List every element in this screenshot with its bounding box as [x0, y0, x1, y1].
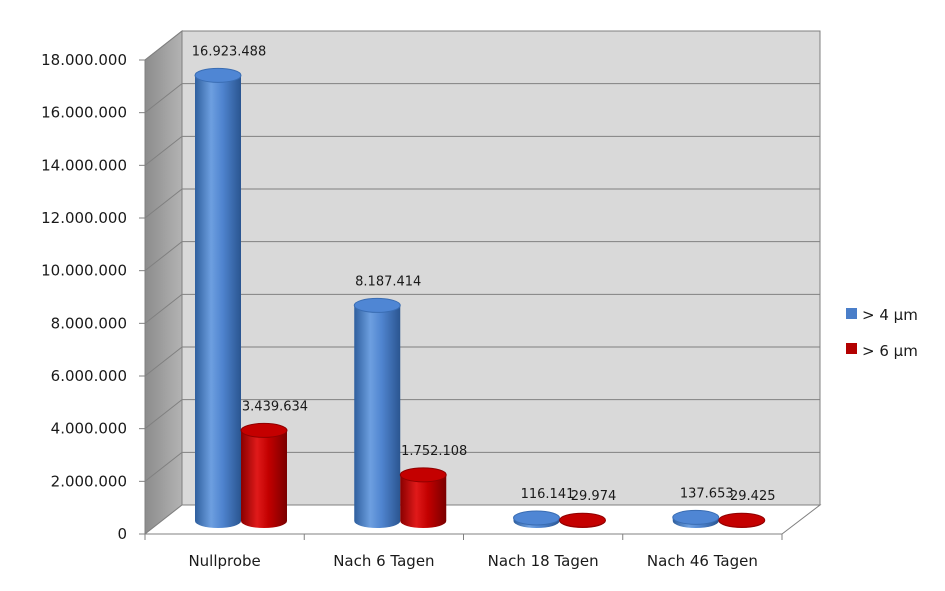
y-tick-label: 16.000.000: [41, 104, 127, 122]
bar: [194, 67, 242, 529]
x-tick-label: Nach 18 Tagen: [488, 552, 599, 570]
gridline-side: [144, 346, 183, 377]
bar-top: [559, 512, 606, 528]
y-tick-label: 0: [117, 525, 127, 543]
side-wall: [144, 29, 183, 536]
legend-swatch-series-1: [846, 308, 857, 319]
bar-top: [399, 467, 447, 483]
legend-label-series-1: > 4 µm: [862, 306, 918, 324]
data-label: 29.425: [730, 489, 776, 504]
legend: > 4 µm > 6 µm: [846, 306, 918, 360]
gridline-side: [144, 30, 183, 61]
bar-top: [194, 67, 242, 83]
x-tick-label: Nullprobe: [188, 552, 260, 570]
y-tick-label: 6.000.000: [51, 367, 127, 385]
bar-top: [353, 297, 401, 313]
y-tick-label: 10.000.000: [41, 262, 127, 280]
gridlines: [144, 30, 820, 482]
bar-top: [672, 509, 720, 525]
data-label: 16.923.488: [192, 44, 266, 59]
bar-top: [513, 510, 560, 526]
y-tick-label: 12.000.000: [41, 209, 127, 227]
data-label: 137.653: [680, 486, 734, 501]
bar: [513, 510, 560, 528]
data-label: 116.141: [521, 487, 575, 502]
data-label: 29.974: [571, 489, 617, 504]
gridline-side: [144, 293, 183, 324]
data-label: 8.187.414: [355, 274, 421, 289]
bar: [718, 512, 766, 528]
bar: [240, 422, 288, 528]
bars: [194, 67, 766, 529]
data-label: 3.439.634: [242, 399, 308, 414]
gridline-side: [144, 399, 183, 430]
bar-body: [241, 430, 287, 528]
gridline-side: [144, 83, 183, 114]
y-tick-label: 4.000.000: [51, 420, 127, 438]
bar: [399, 467, 447, 528]
x-tick-label: Nach 6 Tagen: [333, 552, 434, 570]
gridline-side: [144, 188, 183, 219]
y-axis: 0 2.000.000 4.000.000 6.000.000 8.000.000 10.…: [41, 51, 146, 543]
legend-label-series-2: > 6 µm: [862, 342, 918, 360]
bar-top: [240, 422, 288, 438]
data-label: 1.752.108: [401, 444, 467, 459]
gridline-side: [144, 451, 183, 482]
x-axis: Nullprobe Nach 6 Tagen Nach 18 Tagen Nach 4…: [144, 533, 783, 570]
bar-top: [718, 512, 766, 528]
bar: [559, 512, 606, 528]
bar-body: [195, 75, 241, 529]
bar-body: [354, 305, 401, 528]
y-tick-label: 14.000.000: [41, 156, 127, 174]
y-tick-label: 8.000.000: [51, 314, 127, 332]
bar: [672, 509, 720, 528]
legend-swatch-series-2: [846, 343, 857, 354]
y-tick-label: 2.000.000: [51, 472, 127, 490]
bar-body: [400, 474, 447, 528]
bar: [353, 297, 401, 528]
y-tick-label: 18.000.000: [41, 51, 127, 69]
data-labels: 16.923.488 8.187.414 116.141 137.653 3.439.6…: [192, 44, 776, 504]
gridline-side: [144, 135, 183, 166]
x-tick-label: Nach 46 Tagen: [647, 552, 758, 570]
gridline-side: [144, 241, 183, 272]
